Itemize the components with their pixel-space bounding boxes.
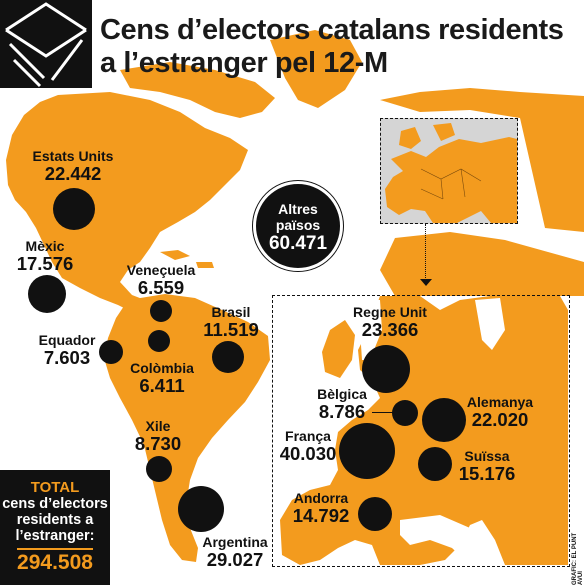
bubble-equador [99, 340, 123, 364]
canada-north [120, 62, 275, 118]
baltic [475, 298, 505, 350]
north-sea [358, 300, 382, 360]
caribbean-islands [160, 250, 214, 268]
bubble-argentina [178, 486, 224, 532]
europe-locator-map [385, 123, 517, 223]
bubble-estats-units [53, 188, 95, 230]
bubble-andorra [358, 497, 392, 531]
label-veneçuela: Veneçuela 6.559 [126, 262, 196, 298]
bubble-veneçuela [150, 300, 172, 322]
bubble-franca [339, 423, 395, 479]
label-alemanya: Alemanya 22.020 [466, 394, 534, 430]
uk-ireland [322, 320, 355, 378]
total-box: TOTAL cens d’electors residents a l’estr… [0, 470, 110, 585]
north-america-landmass [6, 92, 248, 312]
altres-name: Altres països [275, 201, 321, 233]
bubble-regne-unit [362, 345, 410, 393]
eurasia-landmass [380, 88, 584, 232]
bubble-belgica [392, 400, 418, 426]
label-xile: Xile 8.730 [134, 418, 182, 454]
label-equador: Equador 7.603 [38, 332, 96, 368]
label-argentina: Argentina 29.027 [202, 534, 268, 570]
bubble-brasil [212, 341, 244, 373]
label-regne-unit: Regne Unit 23.366 [353, 304, 427, 340]
label-colombia: Colòmbia 6.411 [130, 360, 194, 396]
zoom-connector-line [425, 224, 426, 282]
total-text: cens d’electors residents a l’estranger: [2, 496, 108, 544]
label-franca: França 40.030 [279, 428, 337, 464]
bubble-alemanya [422, 398, 466, 442]
bubble-colombia [148, 330, 170, 352]
total-value: 294.508 [17, 548, 93, 574]
label-brasil: Brasil 11.519 [203, 304, 259, 340]
locator-europe-landmass [385, 123, 517, 223]
label-suissa: Suïssa 15.176 [458, 448, 516, 484]
bubble-mexic [28, 275, 66, 313]
locator-borders [420, 168, 482, 200]
altres-paisos-bubble: Altres països 60.471 [253, 181, 343, 271]
belgica-leader-line [372, 412, 404, 413]
map-title: Cens d’electors catalans residents a l’e… [100, 14, 564, 79]
envelope-logo [0, 0, 92, 88]
europe-locator-inset [380, 118, 518, 224]
label-estats-units: Estats Units 22.442 [32, 148, 114, 184]
label-andorra: Andorra 14.792 [292, 490, 350, 526]
europe-zoom-frame [272, 295, 570, 567]
envelope-icon [0, 0, 92, 88]
bubble-suissa [418, 447, 452, 481]
zoom-arrow-icon [420, 279, 432, 286]
graphic-credit: GRÀFIC: EL PUNT AVUI [572, 532, 584, 585]
label-mexic: Mèxic 17.576 [16, 238, 74, 274]
total-label: TOTAL [30, 479, 80, 496]
greenland [270, 30, 362, 108]
africa-landmass [380, 232, 584, 296]
label-belgica: Bèlgica 8.786 [317, 386, 367, 422]
mediterranean [400, 515, 500, 565]
bubble-xile [146, 456, 172, 482]
altres-value: 60.471 [268, 233, 328, 254]
